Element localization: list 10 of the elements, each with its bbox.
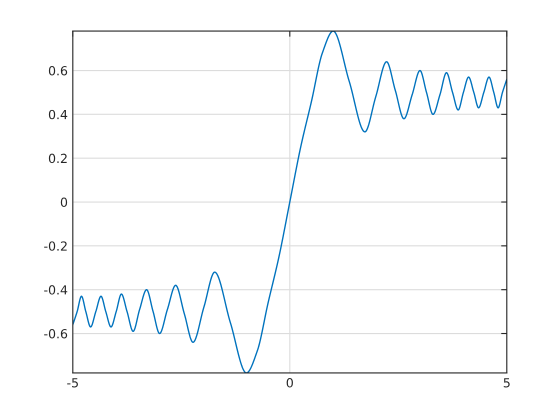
y-tick-label: 0.4 [48,110,68,120]
x-tick-label: 0 [286,378,293,388]
y-tick-label: 0.2 [48,154,67,164]
y-tick-label: -0.4 [44,285,68,295]
y-tick-label: 0.6 [48,66,68,76]
y-tick-label: 0 [60,197,68,207]
x-tick-label: 5 [504,378,510,388]
y-tick-label: -0.6 [44,328,68,338]
x-tick-label: -5 [67,378,78,388]
y-tick-label: -0.2 [44,241,67,251]
